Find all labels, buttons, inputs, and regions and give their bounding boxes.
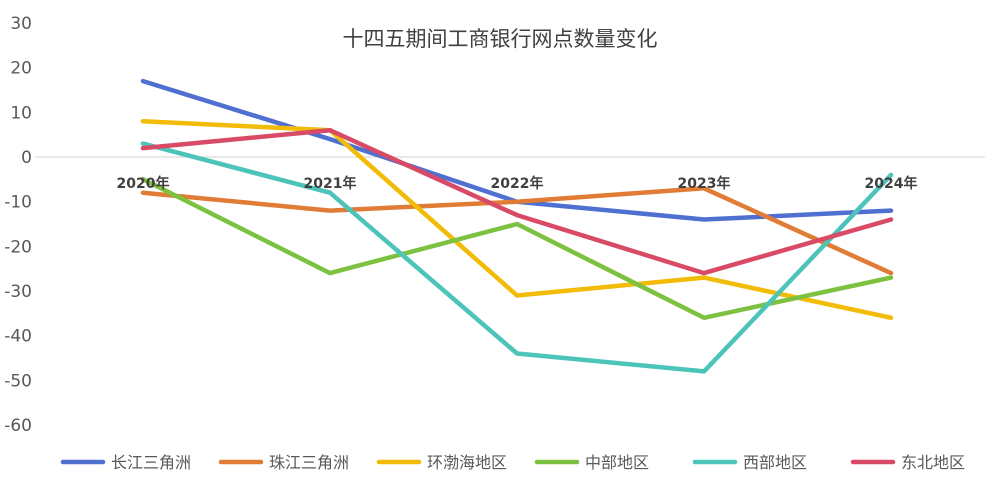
series-layer [140,78,894,374]
y-tick-label: 20 [10,59,32,79]
legend-label: 中部地区 [585,453,649,472]
y-tick-label: -30 [4,282,32,302]
x-category-label: 2024年 [865,175,918,192]
x-category-label: 2021年 [304,175,357,192]
legend-item-1[interactable]: 珠江三角洲 [218,453,349,472]
y-tick-label: -50 [4,371,32,391]
legend-item-4[interactable]: 西部地区 [692,453,807,472]
y-tick-label: -60 [4,416,32,436]
x-category-label: 2022年 [491,175,544,192]
series-line-0 [140,78,894,222]
series-line-2 [140,119,894,321]
axis-layer: 30 20 10 0 -10 -20 -30 -40 -50 -60 [4,14,985,436]
y-tick-label: 0 [21,148,32,168]
series-line-1 [140,186,894,276]
y-tick-label: 30 [10,14,32,34]
legend-item-5[interactable]: 东北地区 [850,453,965,472]
y-tick-label: 10 [10,103,32,123]
legend-label: 长江三角洲 [111,453,191,472]
legend-item-2[interactable]: 环渤海地区 [376,453,507,472]
category-layer: 2020年 2021年 2022年 2023年 2024年 [117,175,918,192]
legend-label: 环渤海地区 [427,453,507,472]
legend-label: 东北地区 [901,453,965,472]
x-category-label: 2023年 [678,175,731,192]
y-tick-label: -20 [4,237,32,257]
y-tick-label: -40 [4,327,32,347]
chart-title: 十四五期间工商银行网点数量变化 [343,27,658,51]
y-tick-label: -10 [4,193,32,213]
legend-item-3[interactable]: 中部地区 [534,453,649,472]
legend-item-0[interactable]: 长江三角洲 [60,453,191,472]
legend-label: 西部地区 [743,453,807,472]
x-category-label: 2020年 [117,175,170,192]
legend-label: 珠江三角洲 [269,453,349,472]
legend[interactable]: 长江三角洲 珠江三角洲 环渤海地区 中部地区 西部地区 东北地区 [60,453,965,472]
